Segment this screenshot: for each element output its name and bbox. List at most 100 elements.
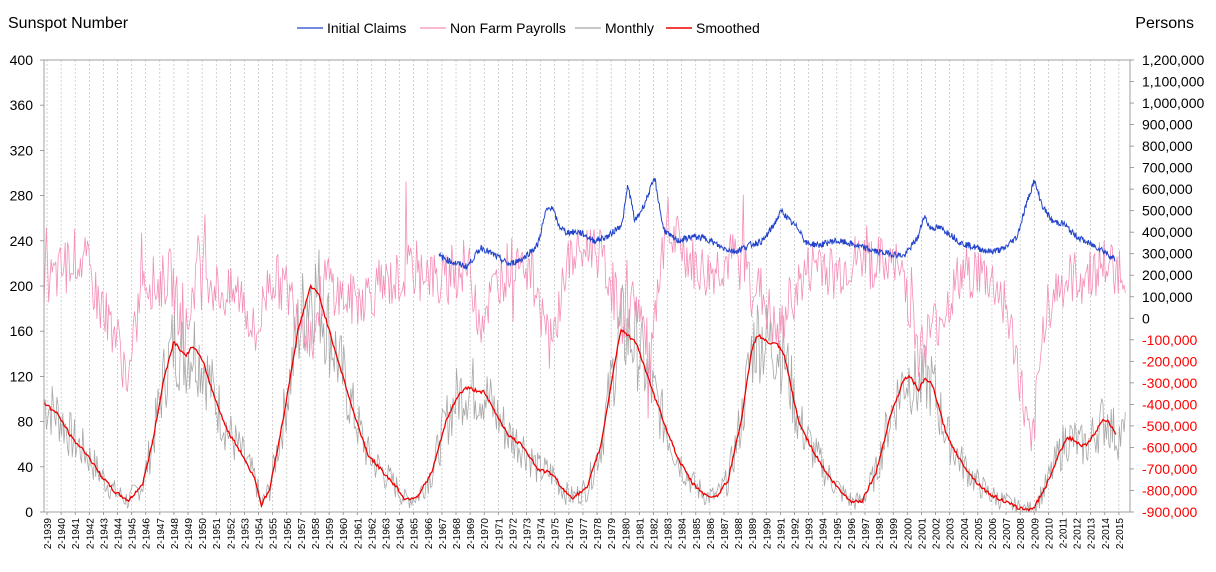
x-tick-label: 2-1983 <box>664 518 675 550</box>
series-initial-claims <box>438 177 1116 270</box>
x-tick-label: 2-2003 <box>946 518 957 550</box>
x-tick-label: 2-2005 <box>974 518 985 550</box>
right-tick-label: 800,000 <box>1142 138 1193 154</box>
left-axis-title: Sunspot Number <box>8 15 129 32</box>
legend-label-initial-claims: Initial Claims <box>327 20 406 36</box>
x-tick-label: 2-1954 <box>255 518 266 550</box>
x-tick-label: 2-2015 <box>1115 518 1126 550</box>
left-tick-label: 200 <box>10 278 34 294</box>
left-tick-label: 40 <box>17 459 33 475</box>
x-tick-label: 2-1949 <box>184 518 195 550</box>
series-layer <box>43 177 1126 513</box>
right-tick-label: -500,000 <box>1142 418 1197 434</box>
x-tick-label: 2-1947 <box>156 518 167 550</box>
x-tick-label: 2-1973 <box>523 518 534 550</box>
x-tick-label: 2-1990 <box>762 518 773 550</box>
right-tick-label: 0 <box>1142 310 1150 326</box>
x-tick-label: 2-2001 <box>917 518 928 550</box>
legend-label-smoothed: Smoothed <box>696 20 760 36</box>
x-tick-label: 2-1985 <box>692 518 703 550</box>
x-tick-label: 2-1955 <box>269 518 280 550</box>
x-tick-label: 2-1962 <box>367 518 378 550</box>
x-tick-label: 2-1970 <box>480 518 491 550</box>
x-tick-label: 2-1941 <box>71 518 82 550</box>
x-tick-label: 2-1998 <box>875 518 886 550</box>
right-tick-label: -600,000 <box>1142 439 1197 455</box>
x-tick-label: 2-1942 <box>85 518 96 550</box>
x-tick-label: 2-1997 <box>861 518 872 550</box>
x-tick-label: 2-1969 <box>466 518 477 550</box>
series-monthly <box>43 249 1126 513</box>
x-tick-label: 2-1956 <box>283 518 294 550</box>
x-tick-label: 2-2007 <box>1002 518 1013 550</box>
left-tick-label: 240 <box>10 233 34 249</box>
x-tick-label: 2-1978 <box>593 518 604 550</box>
x-tick-label: 2-1963 <box>381 518 392 550</box>
right-tick-label: 1,000,000 <box>1142 95 1204 111</box>
legend-label-monthly: Monthly <box>605 20 654 36</box>
x-tick-label: 2-1951 <box>212 518 223 550</box>
x-tick-label: 2-1977 <box>579 518 590 550</box>
x-tick-label: 2-1960 <box>339 518 350 550</box>
x-tick-label: 2-2000 <box>903 518 914 550</box>
left-tick-label: 280 <box>10 188 34 204</box>
x-tick-label: 2-1944 <box>114 518 125 550</box>
left-tick-label: 320 <box>10 142 34 158</box>
right-tick-label: 300,000 <box>1142 246 1193 262</box>
x-tick-label: 2-1991 <box>776 518 787 550</box>
x-tick-label: 2-1994 <box>819 518 830 550</box>
right-tick-label: 1,100,000 <box>1142 74 1204 90</box>
right-tick-label: 600,000 <box>1142 181 1193 197</box>
x-tick-label: 2-1986 <box>706 518 717 550</box>
x-tick-label: 2-1953 <box>240 518 251 550</box>
axes: 2-1939 2-1940 2-1941 2-1942 2-1943 2-1944 2-19… <box>10 52 1205 549</box>
left-tick-label: 120 <box>10 368 34 384</box>
x-tick-label: 2-1950 <box>198 518 209 550</box>
x-tick-label: 2-1961 <box>353 518 364 550</box>
x-tick-label: 2-1948 <box>170 518 181 550</box>
right-axis-title: Persons <box>1135 15 1194 32</box>
x-tick-label: 2-1979 <box>607 518 618 550</box>
left-tick-label: 400 <box>10 52 34 68</box>
x-tick-label: 2-1984 <box>678 518 689 550</box>
right-tick-label: 100,000 <box>1142 289 1193 305</box>
x-tick-label: 2-1989 <box>748 518 759 550</box>
x-tick-label: 2-1965 <box>410 518 421 550</box>
left-tick-label: 160 <box>10 323 34 339</box>
x-tick-label: 2-1945 <box>128 518 139 550</box>
x-tick-label: 2-1957 <box>297 518 308 550</box>
x-tick-label: 2-2006 <box>988 518 999 550</box>
x-tick-label: 2-1943 <box>99 518 110 550</box>
x-tick-label: 2-1974 <box>537 518 548 550</box>
x-tick-label: 2-2009 <box>1030 518 1041 550</box>
x-tick-label: 2-1964 <box>396 518 407 550</box>
x-tick-label: 2-2008 <box>1016 518 1027 550</box>
left-tick-label: 360 <box>10 97 34 113</box>
x-tick-label: 2-1982 <box>649 518 660 550</box>
x-tick-label: 2-1987 <box>720 518 731 550</box>
x-tick-label: 2-1966 <box>424 518 435 550</box>
x-tick-label: 2-1971 <box>494 518 505 550</box>
x-tick-label: 2-1980 <box>621 518 632 550</box>
left-tick-label: 80 <box>17 414 33 430</box>
x-tick-label: 2-1996 <box>847 518 858 550</box>
x-tick-label: 2-1995 <box>833 518 844 550</box>
right-tick-label: 900,000 <box>1142 117 1193 133</box>
right-tick-label: -800,000 <box>1142 482 1197 498</box>
right-tick-label: 700,000 <box>1142 160 1193 176</box>
x-tick-label: 2-1976 <box>565 518 576 550</box>
x-tick-label: 2-1988 <box>734 518 745 550</box>
legend: Initial Claims Non Farm Payrolls Monthly… <box>297 20 760 36</box>
x-tick-label: 2-2012 <box>1073 518 1084 550</box>
x-tick-label: 2-1981 <box>635 518 646 550</box>
legend-label-non-farm-payrolls: Non Farm Payrolls <box>450 20 566 36</box>
series-non-farm-payrolls <box>43 181 1126 452</box>
right-tick-label: 1,200,000 <box>1142 52 1204 68</box>
x-tick-label: 2-1967 <box>438 518 449 550</box>
x-tick-label: 2-1993 <box>805 518 816 550</box>
x-tick-label: 2-1992 <box>791 518 802 550</box>
x-tick-label: 2-1939 <box>43 518 54 550</box>
x-tick-label: 2-2013 <box>1087 518 1098 550</box>
